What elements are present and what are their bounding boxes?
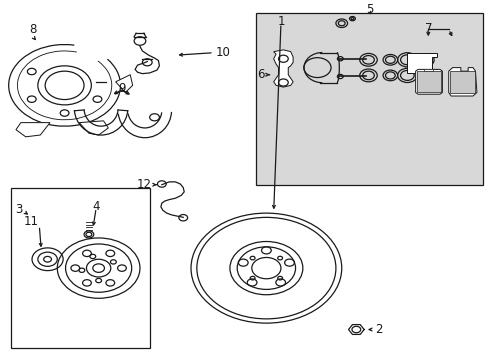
Text: 9: 9: [118, 82, 125, 95]
Text: 5: 5: [366, 3, 373, 15]
Polygon shape: [415, 69, 442, 94]
Bar: [11, 188, 149, 348]
Text: 2: 2: [374, 323, 382, 336]
Polygon shape: [116, 75, 132, 93]
Text: 1: 1: [277, 15, 284, 28]
Polygon shape: [16, 123, 50, 137]
Bar: [255, 13, 482, 185]
Polygon shape: [448, 68, 476, 96]
Text: 8: 8: [29, 23, 37, 36]
Bar: [449, 71, 474, 93]
Polygon shape: [79, 121, 108, 135]
Polygon shape: [273, 50, 292, 87]
Bar: [424, 69, 432, 71]
Polygon shape: [407, 53, 436, 73]
Text: 12: 12: [137, 178, 152, 191]
Text: 4: 4: [92, 199, 100, 212]
Text: 10: 10: [215, 46, 230, 59]
Text: 3: 3: [15, 203, 22, 216]
Bar: [416, 71, 440, 92]
Text: 7: 7: [424, 22, 431, 35]
Text: 6: 6: [257, 68, 264, 81]
Text: 11: 11: [23, 216, 38, 229]
